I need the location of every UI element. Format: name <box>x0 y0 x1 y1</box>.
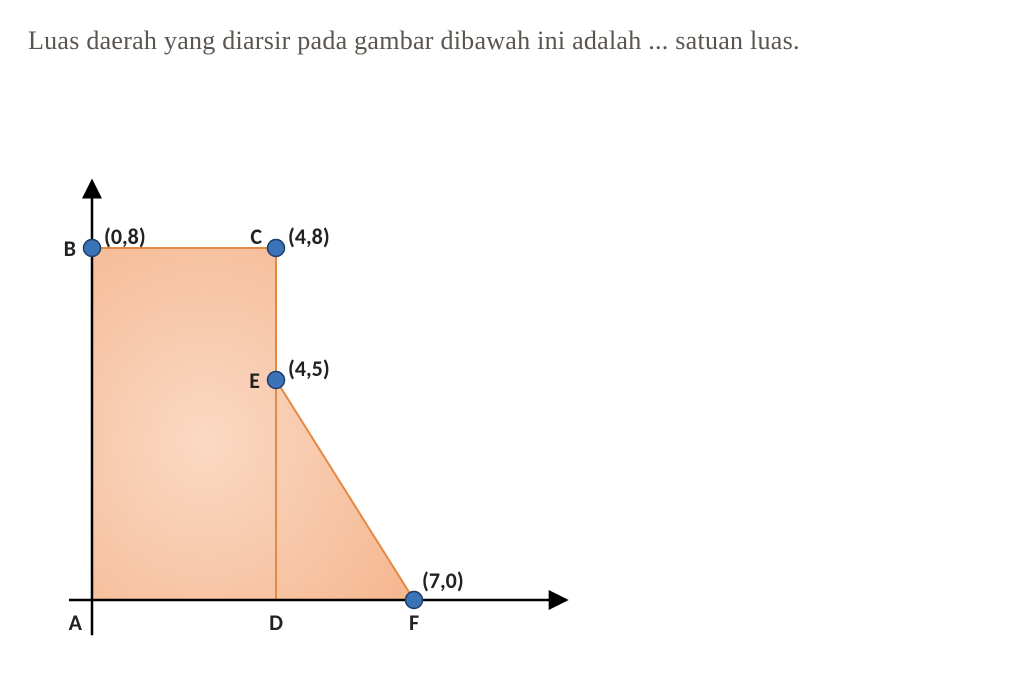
point-label-b: B <box>64 235 76 262</box>
point-c <box>268 240 285 257</box>
point-coord-f: (7,0) <box>422 567 464 594</box>
point-coord-c: (4,8) <box>288 223 330 250</box>
geometry-figure: A B (0,8) C (4,8) E (4,5) D F(7,0) <box>30 150 670 670</box>
point-coord-e: (4,5) <box>288 355 330 382</box>
point-label-f: F <box>409 609 419 636</box>
point-label-c: C <box>250 223 262 250</box>
shaded-region <box>92 248 414 600</box>
point-label-a: A <box>69 609 83 636</box>
point-coord-b: (0,8) <box>104 223 146 250</box>
point-b <box>84 240 101 257</box>
question-text: Luas daerah yang diarsir pada gambar dib… <box>0 0 1033 62</box>
point-e <box>268 372 285 389</box>
point-label-d: D <box>269 609 283 636</box>
point-f <box>406 592 423 609</box>
point-label-e: E <box>249 367 260 394</box>
